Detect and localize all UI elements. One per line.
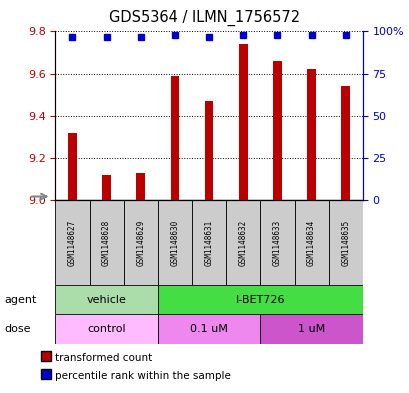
Text: 1 uM: 1 uM: [297, 324, 324, 334]
Bar: [55, 200, 89, 285]
Bar: [157, 314, 260, 344]
Bar: [191, 200, 226, 285]
Text: GSM1148627: GSM1148627: [68, 220, 77, 266]
Bar: [157, 200, 191, 285]
Text: GSM1148634: GSM1148634: [306, 220, 315, 266]
Bar: [226, 200, 260, 285]
Text: GSM1148628: GSM1148628: [102, 220, 111, 266]
Bar: [102, 175, 110, 200]
Bar: [260, 314, 362, 344]
Bar: [170, 76, 179, 200]
Bar: [260, 200, 294, 285]
Text: percentile rank within the sample: percentile rank within the sample: [55, 371, 231, 382]
Bar: [328, 200, 362, 285]
Bar: [204, 101, 213, 200]
Bar: [157, 285, 362, 314]
Bar: [55, 285, 157, 314]
Text: GSM1148633: GSM1148633: [272, 220, 281, 266]
Text: GSM1148631: GSM1148631: [204, 220, 213, 266]
Bar: [294, 200, 328, 285]
Bar: [272, 61, 281, 200]
Text: GSM1148629: GSM1148629: [136, 220, 145, 266]
Bar: [307, 70, 315, 200]
Text: transformed count: transformed count: [55, 353, 152, 364]
Text: 0.1 uM: 0.1 uM: [190, 324, 227, 334]
Bar: [55, 314, 157, 344]
Bar: [341, 86, 349, 200]
Text: GSM1148635: GSM1148635: [340, 220, 349, 266]
Text: I-BET726: I-BET726: [235, 295, 284, 305]
Text: GSM1148630: GSM1148630: [170, 220, 179, 266]
Text: vehicle: vehicle: [86, 295, 126, 305]
Text: GSM1148632: GSM1148632: [238, 220, 247, 266]
Text: agent: agent: [4, 295, 36, 305]
Bar: [89, 200, 124, 285]
Bar: [136, 173, 145, 200]
Bar: [124, 200, 157, 285]
Text: control: control: [87, 324, 126, 334]
Bar: [238, 44, 247, 200]
Text: dose: dose: [4, 324, 31, 334]
Bar: [68, 133, 76, 200]
Text: GDS5364 / ILMN_1756572: GDS5364 / ILMN_1756572: [109, 10, 300, 26]
